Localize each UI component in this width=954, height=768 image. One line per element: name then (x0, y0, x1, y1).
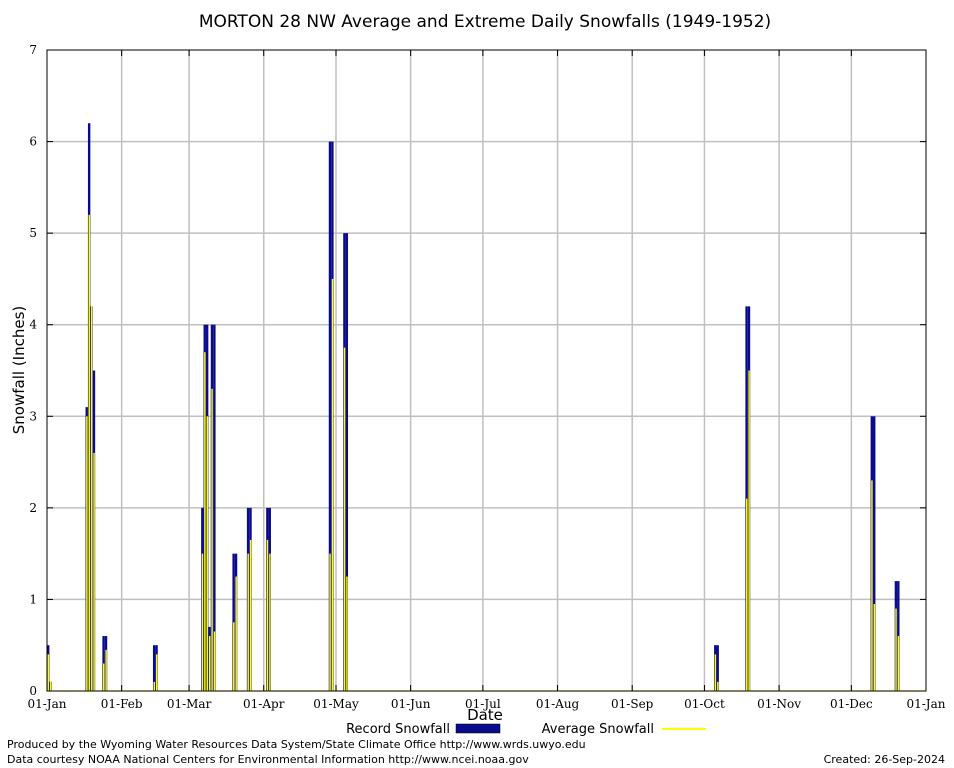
created-date: Created: 26-Sep-2024 (823, 753, 945, 766)
record-bar (213, 324, 216, 691)
x-tick-label: 01-Dec (830, 697, 873, 711)
average-bar (269, 553, 271, 691)
y-tick-label: 0 (29, 684, 37, 698)
x-tick-label: 01-Jun (391, 697, 431, 711)
average-bar (897, 636, 900, 691)
record-bar (716, 645, 719, 691)
x-tick-label: 01-Oct (684, 697, 725, 711)
average-bar (211, 388, 213, 691)
legend-label-average: Average Snowfall (542, 722, 654, 737)
y-tick-labels: 0 1 2 3 4 5 6 7 (29, 43, 37, 698)
y-axis-label: Snowfall (Inches) (10, 306, 28, 434)
y-tick-label: 5 (29, 226, 37, 240)
average-bar (748, 370, 750, 691)
average-bar (213, 631, 216, 691)
y-tick-label: 4 (29, 318, 37, 332)
average-bar (93, 452, 95, 691)
grid-lines (47, 50, 926, 691)
average-bar (50, 681, 52, 691)
record-bar (328, 141, 332, 692)
chart-title: MORTON 28 NW Average and Extreme Daily S… (199, 12, 771, 32)
x-tick-label: 01-Aug (536, 697, 580, 711)
x-tick-label: 01-Nov (757, 697, 801, 711)
y-tick-label: 3 (29, 409, 37, 423)
average-bar (208, 636, 211, 691)
x-tick-label: 01-Mar (167, 697, 212, 711)
x-tick-label: 01-Jan (27, 697, 66, 711)
average-bar (153, 681, 156, 691)
average-bar (102, 663, 105, 691)
average-bar (745, 498, 748, 691)
average-bar (714, 654, 717, 691)
average-bar (233, 622, 235, 691)
x-tick-label: 01-Apr (243, 697, 285, 711)
average-bar (343, 347, 346, 691)
x-tick-label: 01-Sep (611, 697, 654, 711)
x-tick-label: 01-Jan (906, 697, 945, 711)
average-bar (206, 416, 208, 691)
average-bar (717, 681, 719, 691)
average-bar (249, 539, 252, 691)
average-bar (871, 480, 873, 691)
x-tick-label: 01-May (313, 697, 359, 711)
average-bar (247, 553, 249, 691)
average-bar (204, 352, 206, 691)
x-axis-label: Date (467, 706, 503, 724)
average-bar (201, 553, 204, 691)
y-tick-label: 7 (29, 43, 37, 57)
average-bar (235, 576, 237, 691)
credit-line-2: Data courtesy NOAA National Centers for … (7, 753, 529, 766)
average-bar (47, 654, 50, 691)
legend-label-record: Record Snowfall (346, 722, 450, 737)
x-tick-label: 01-Jul (465, 697, 501, 711)
average-bar (331, 278, 334, 691)
average-bar (346, 576, 348, 691)
average-bar (329, 553, 331, 691)
average-bar (155, 654, 158, 691)
credit-line-1: Produced by the Wyoming Water Resources … (7, 738, 586, 751)
x-tick-labels: 01-Jan 01-Feb 01-Mar 01-Apr 01-May 01-Jun 01-J… (27, 697, 945, 711)
average-bar (86, 416, 88, 691)
record-bar (873, 416, 876, 691)
record-bar (152, 645, 156, 691)
bars-layer (47, 123, 926, 692)
record-bar (345, 233, 349, 691)
y-tick-label: 2 (29, 501, 37, 515)
y-tick-label: 1 (29, 592, 37, 606)
x-tick-label: 01-Feb (101, 697, 143, 711)
average-bar (873, 604, 876, 691)
average-bar (105, 649, 107, 691)
y-tick-label: 6 (29, 135, 37, 149)
legend: Record Snowfall Average Snowfall (346, 722, 706, 737)
average-bar (90, 306, 93, 691)
average-bar (895, 608, 897, 691)
plot-frame (46, 49, 927, 692)
legend-swatch-record (455, 723, 501, 734)
axes (46, 49, 927, 692)
average-bar (266, 539, 269, 691)
average-bar (88, 214, 90, 692)
